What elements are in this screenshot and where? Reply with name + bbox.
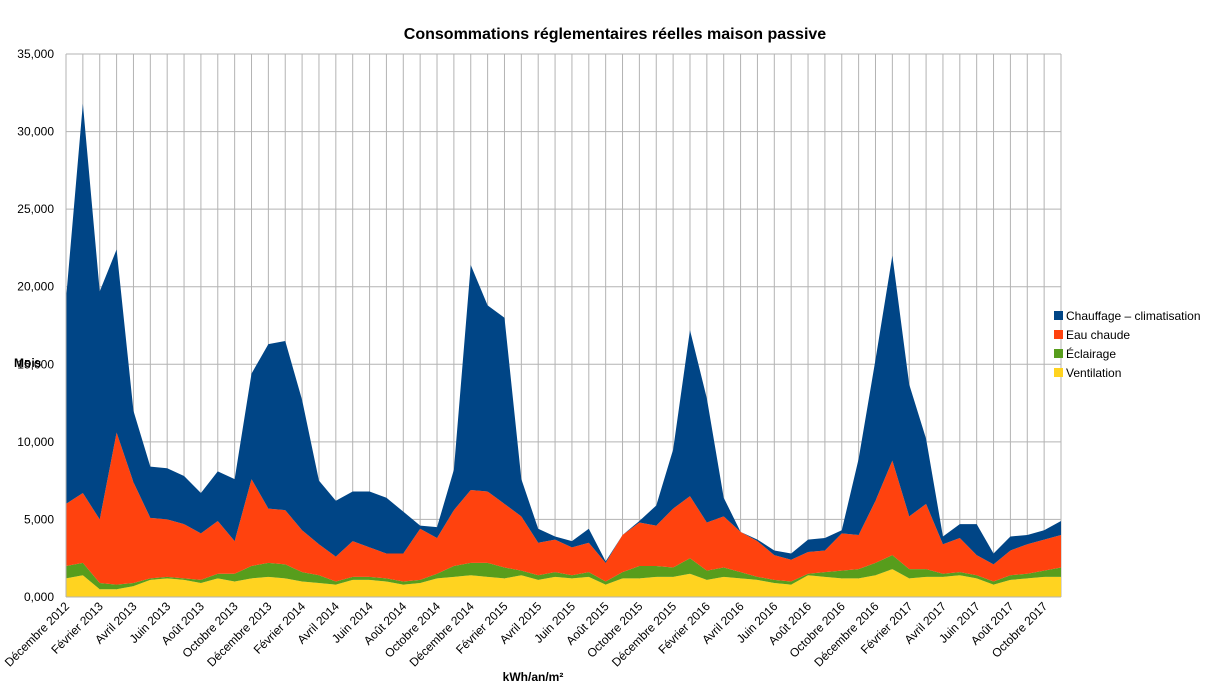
series-area-eau-chaude [66,432,1061,585]
y-tick-label: 25,000 [17,202,54,216]
y-tick-label: 35,000 [17,47,54,61]
legend-label: Chauffage – climatisation [1066,309,1201,323]
legend-swatch [1054,349,1063,358]
y-tick-label: 20,000 [17,280,54,294]
chart-title: Consommations réglementaires réelles mai… [404,26,827,43]
area-layer [66,103,1061,597]
series-area-chauffage-climatisation [66,103,1061,565]
y-tick-label: 30,000 [17,125,54,139]
legend-swatch [1054,368,1063,377]
y-tick-label: 0,000 [24,590,54,604]
legend-swatch [1054,330,1063,339]
legend-label: Éclairage [1066,346,1116,361]
legend-swatch [1054,311,1063,320]
y-axis-label: Mois [14,356,42,370]
y-tick-label: 5,000 [24,512,54,526]
x-axis-label: kWh/an/m² [503,670,564,684]
legend-label: Eau chaude [1066,328,1130,342]
y-tick-label: 15,000 [17,357,54,371]
series-area-ventilation [66,569,1061,597]
y-tick-label: 10,000 [17,435,54,449]
legend-label: Ventilation [1066,366,1121,380]
series-area-eclairage [66,555,1061,590]
legend: Chauffage – climatisation Eau chaude Éclai… [1054,309,1201,380]
